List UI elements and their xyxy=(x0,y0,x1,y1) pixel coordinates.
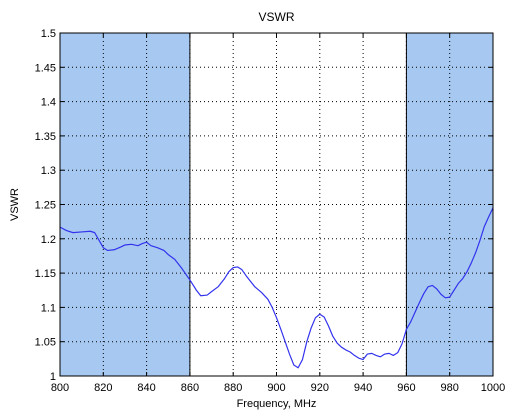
x-tick-label: 920 xyxy=(311,382,329,394)
x-tick-label: 940 xyxy=(354,382,372,394)
y-tick-labels: 1 1.05 1.1 1.15 1.2 1.25 1.3 1.35 1.4 1.45 1.5 xyxy=(35,28,56,383)
y-tick-label: 1.3 xyxy=(41,165,56,177)
x-tick-label: 1000 xyxy=(481,382,505,394)
y-tick-label: 1.5 xyxy=(41,28,56,40)
x-tick-label: 980 xyxy=(441,382,459,394)
y-tick-label: 1.2 xyxy=(41,234,56,246)
x-axis-label: Frequency, MHz xyxy=(237,398,317,410)
chart-title: VSWR xyxy=(259,10,295,24)
y-tick-label: 1.45 xyxy=(35,62,56,74)
y-tick-label: 1.15 xyxy=(35,268,56,280)
x-tick-label: 900 xyxy=(267,382,285,394)
y-tick-label: 1.05 xyxy=(35,337,56,349)
y-tick-label: 1.1 xyxy=(41,302,56,314)
x-tick-label: 820 xyxy=(94,382,112,394)
x-tick-label: 800 xyxy=(51,382,69,394)
y-tick-label: 1.25 xyxy=(35,200,56,212)
y-tick-label: 1 xyxy=(50,371,56,383)
x-tick-label: 960 xyxy=(397,382,415,394)
x-tick-label: 840 xyxy=(137,382,155,394)
y-tick-label: 1.4 xyxy=(41,97,56,109)
y-axis-label: VSWR xyxy=(9,188,21,221)
x-tick-labels: 800 820 840 860 880 900 920 940 960 980 1000 xyxy=(51,382,505,394)
x-tick-label: 860 xyxy=(181,382,199,394)
y-tick-label: 1.35 xyxy=(35,131,56,143)
x-tick-label: 880 xyxy=(224,382,242,394)
